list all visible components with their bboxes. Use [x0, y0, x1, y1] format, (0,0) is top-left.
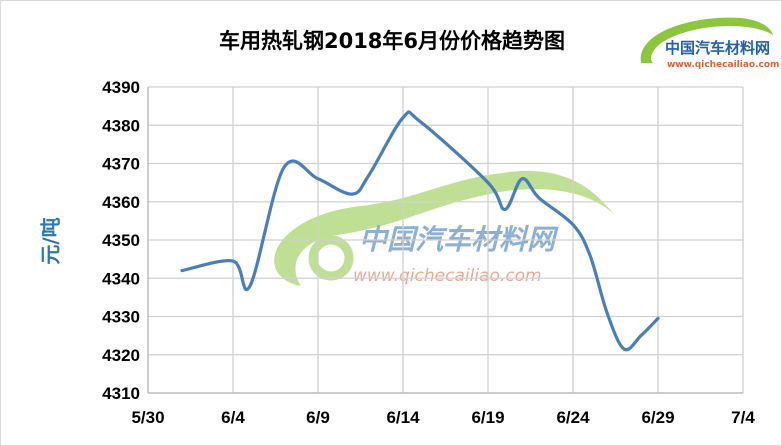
corner-watermark-url: www.qichecailiao.com — [667, 60, 779, 70]
y-tick-label: 4310 — [102, 384, 140, 403]
corner-watermark-swoosh — [640, 17, 773, 63]
y-tick-label: 4350 — [102, 231, 140, 250]
price-line — [180, 110, 660, 352]
x-tick-label: 5/30 — [131, 408, 164, 427]
watermark-url: www.qichecailiao.com — [353, 266, 542, 286]
x-tick-label: 6/4 — [221, 408, 245, 427]
corner-watermark: 中国汽车材料网 www.qichecailiao.com — [640, 17, 779, 70]
y-tick-label: 4360 — [102, 193, 140, 212]
x-tick-label: 6/19 — [471, 408, 504, 427]
x-tick-label: 6/9 — [306, 408, 330, 427]
y-tick-label: 4340 — [102, 269, 140, 288]
x-tick-label: 6/24 — [556, 408, 590, 427]
y-tick-label: 4330 — [102, 308, 140, 327]
y-tick-label: 4320 — [102, 346, 140, 365]
x-tick-label: 6/14 — [386, 408, 420, 427]
y-tick-label: 4390 — [102, 78, 140, 97]
x-tick-label: 7/4 — [731, 408, 755, 427]
watermark-swoosh — [274, 170, 616, 286]
x-tick-label: 6/29 — [641, 408, 674, 427]
chart-title: 车用热轧钢2018年6月份价格趋势图 — [218, 29, 566, 53]
y-tick-label: 4370 — [102, 155, 140, 174]
y-tick-label: 4380 — [102, 116, 140, 135]
corner-watermark-logo-text: 中国汽车材料网 — [665, 39, 770, 57]
